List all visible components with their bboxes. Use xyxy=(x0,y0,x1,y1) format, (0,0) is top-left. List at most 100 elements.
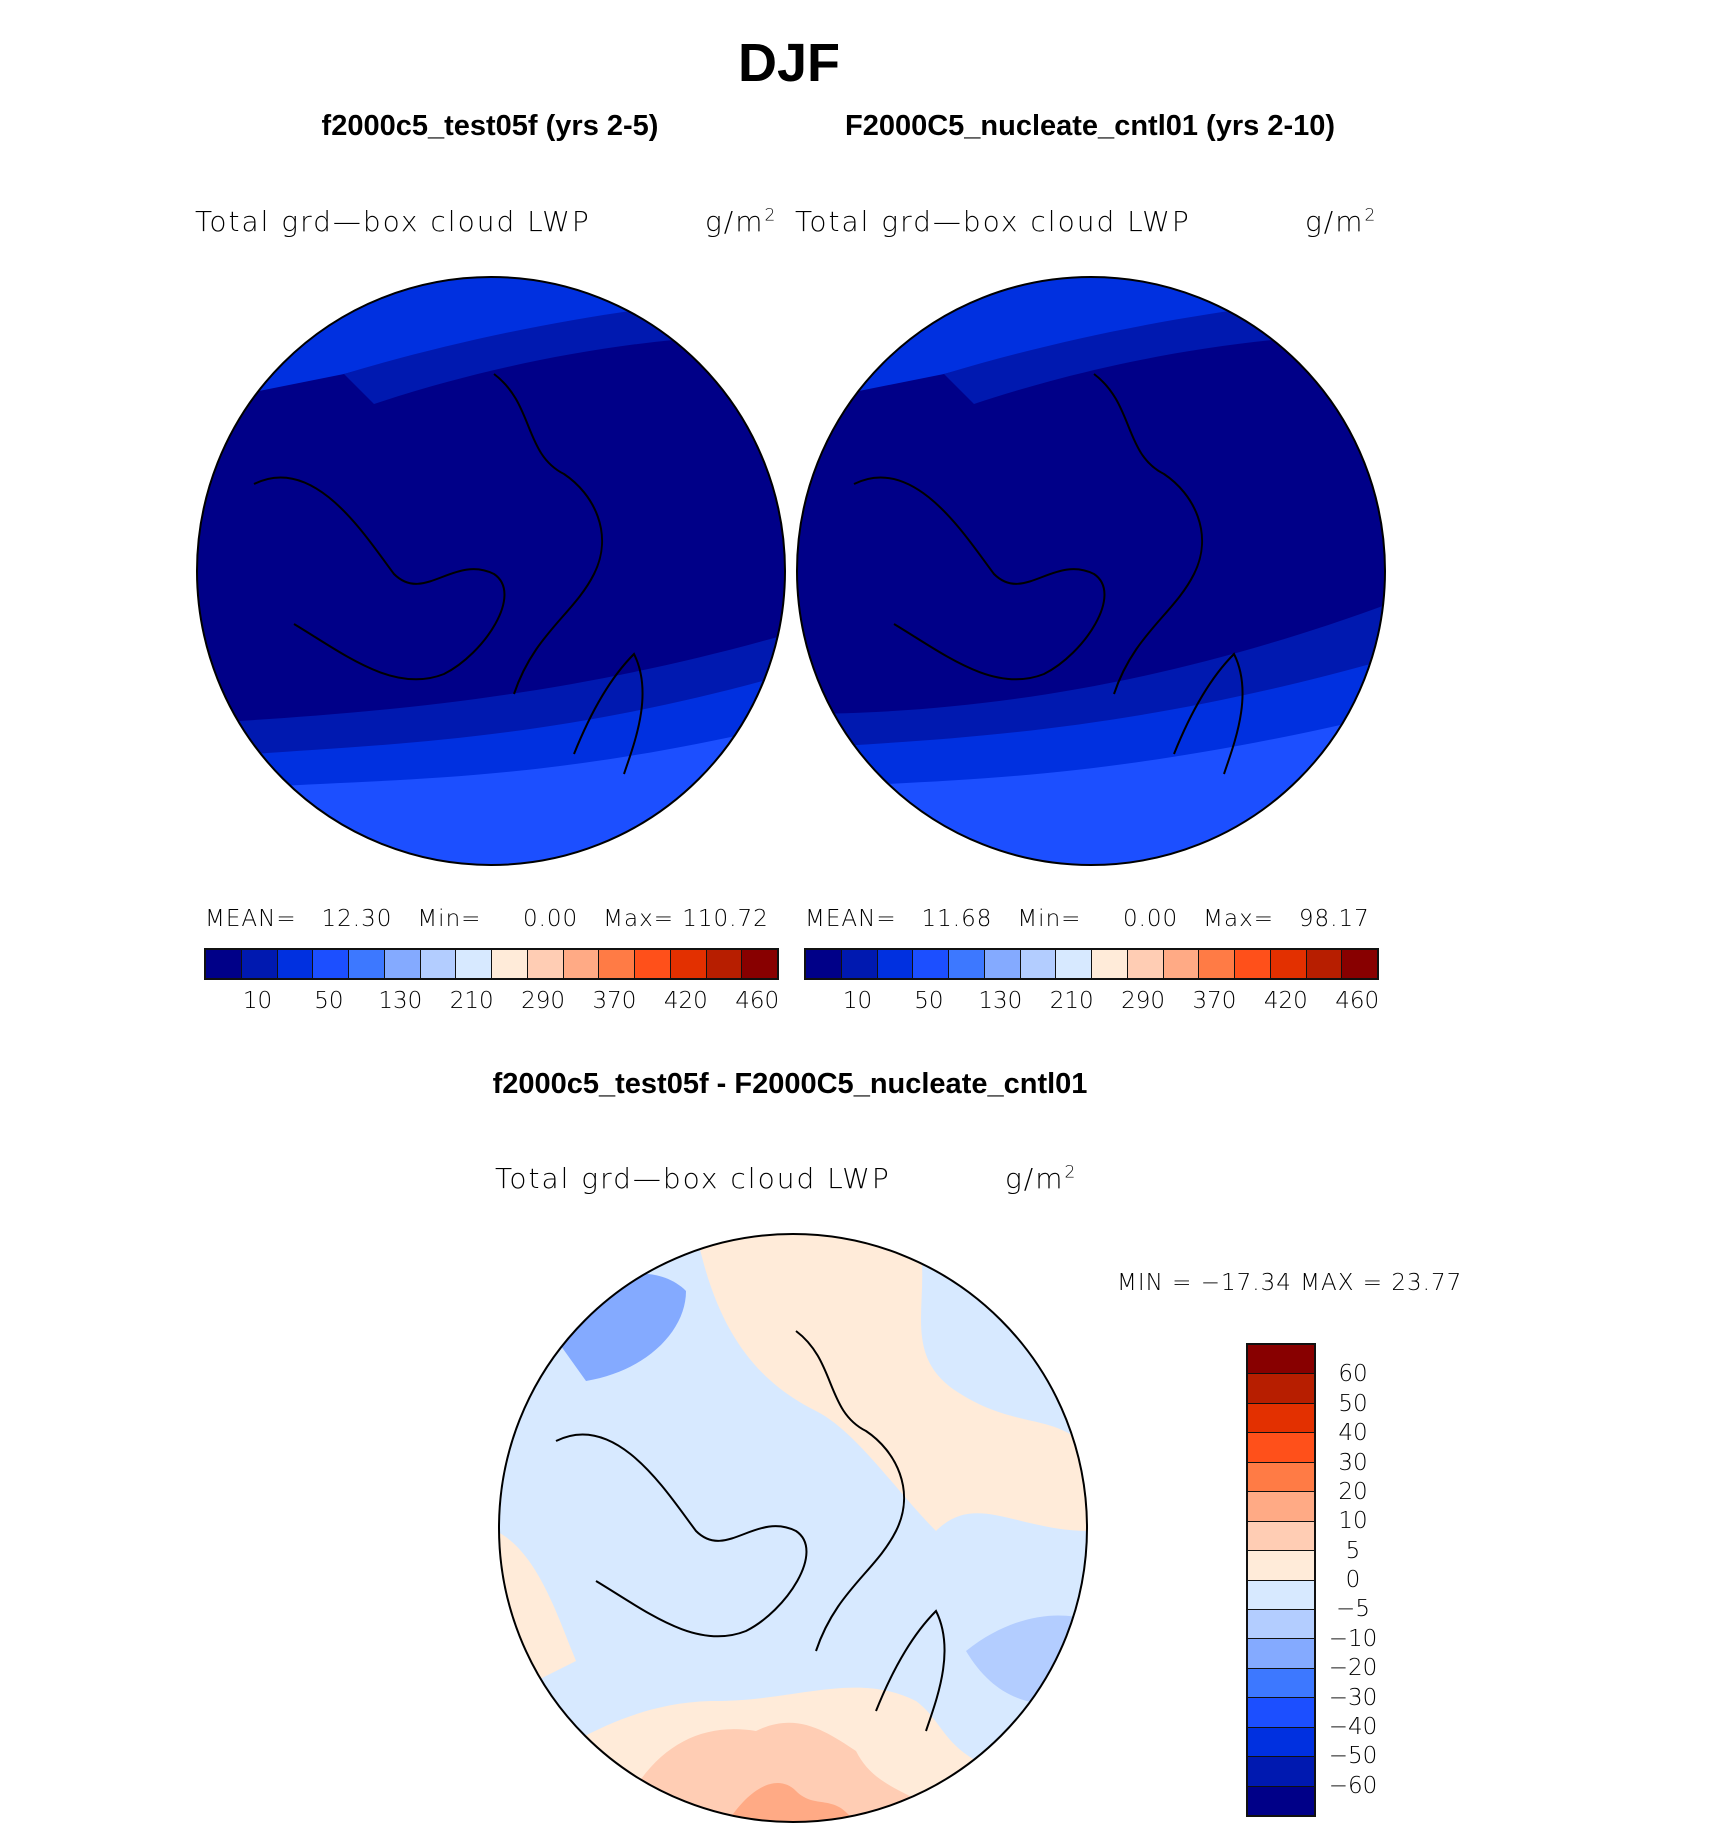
panel-3-subtitle: f2000c5_test05f - F2000C5_nucleate_cntl0… xyxy=(492,1068,1088,1100)
panel-2-stats: MEAN= 11.68 Min= 0.00 Max= 98.17 xyxy=(805,906,1370,932)
colorbar-box xyxy=(1092,950,1128,978)
colorbar-tick-label: 420 xyxy=(663,988,708,1014)
colorbar-box xyxy=(277,950,314,978)
colorbar-box xyxy=(1056,950,1092,978)
colorbar-box xyxy=(913,950,949,978)
colorbar-box xyxy=(456,950,492,978)
colorbar-tick-label: −50 xyxy=(1328,1743,1378,1770)
colorbar-tick-label: 420 xyxy=(1263,988,1308,1014)
colorbar-tick-label: −10 xyxy=(1328,1625,1378,1652)
colorbar-box xyxy=(1248,1433,1314,1463)
colorbar-box xyxy=(1248,1521,1314,1552)
colorbar-box xyxy=(806,950,842,978)
colorbar-tick-label: 370 xyxy=(1192,988,1237,1014)
colorbar-box xyxy=(349,950,385,978)
panel-2-units: g/m2 xyxy=(1305,205,1378,238)
colorbar-box xyxy=(635,950,671,978)
colorbar-tick-label: 0 xyxy=(1345,1567,1361,1593)
colorbar-box xyxy=(877,950,914,978)
panel-3-field: Total grd—box cloud LWP xyxy=(495,1162,891,1195)
colorbar-box xyxy=(1248,1551,1314,1581)
colorbar-box xyxy=(1248,1786,1314,1815)
colorbar-tick-label: 10 xyxy=(842,988,873,1014)
panel-2-colorbar xyxy=(804,948,1379,980)
colorbar-box xyxy=(1020,950,1057,978)
colorbar-box xyxy=(1235,950,1271,978)
colorbar-box xyxy=(742,950,777,978)
colorbar-tick-label: 30 xyxy=(1338,1449,1368,1476)
colorbar-tick-label: −20 xyxy=(1328,1655,1378,1682)
colorbar-box xyxy=(984,950,1021,978)
colorbar-box xyxy=(1248,1757,1314,1787)
map-border xyxy=(498,1233,1088,1823)
panel-2-map xyxy=(796,276,1386,866)
colorbar-box xyxy=(599,950,635,978)
colorbar-tick-label: −40 xyxy=(1328,1713,1378,1740)
panel-1-colorbar xyxy=(204,948,779,980)
colorbar-tick-label: 50 xyxy=(314,988,344,1014)
colorbar-box xyxy=(949,950,985,978)
panel-2-subtitle: F2000C5_nucleate_cntl01 (yrs 2-10) xyxy=(844,110,1336,142)
colorbar-box xyxy=(670,950,707,978)
colorbar-box xyxy=(492,950,528,978)
coastlines xyxy=(853,373,1244,775)
colorbar-tick-label: 130 xyxy=(978,988,1023,1014)
colorbar-tick-label: 460 xyxy=(735,988,780,1014)
panel-3-stats: MIN = −17.34 MAX = 23.77 xyxy=(1117,1270,1463,1296)
map-fill-5-10 xyxy=(616,1722,956,1822)
colorbar-box xyxy=(1163,950,1200,978)
colorbar-tick-label: −5 xyxy=(1336,1596,1370,1623)
colorbar-box xyxy=(1199,950,1235,978)
map-fill-10-20 xyxy=(726,1783,856,1822)
colorbar-box xyxy=(1248,1580,1314,1610)
colorbar-box xyxy=(1270,950,1307,978)
coastlines xyxy=(555,1330,946,1732)
colorbar-box xyxy=(1248,1609,1314,1640)
colorbar-box xyxy=(1248,1698,1314,1728)
colorbar-box xyxy=(527,950,564,978)
colorbar-tick-label: 20 xyxy=(1338,1478,1368,1505)
colorbar-tick-label: 10 xyxy=(1338,1508,1368,1535)
panel-1-units: g/m2 xyxy=(705,205,778,238)
map-border xyxy=(796,276,1386,866)
colorbar-tick-label: 5 xyxy=(1345,1537,1361,1564)
colorbar-box xyxy=(313,950,349,978)
colorbar-tick-label: 290 xyxy=(1121,988,1165,1014)
colorbar-box xyxy=(706,950,743,978)
colorbar-box xyxy=(1248,1492,1314,1522)
colorbar-tick-label: 10 xyxy=(242,988,273,1014)
panel-3-colorbar xyxy=(1246,1343,1316,1817)
colorbar-tick-label: 370 xyxy=(592,988,637,1014)
panel-3-map xyxy=(498,1233,1088,1823)
panel-1-subtitle: f2000c5_test05f (yrs 2-5) xyxy=(321,110,659,142)
colorbar-box xyxy=(1127,950,1164,978)
colorbar-tick-label: 210 xyxy=(1049,988,1094,1014)
colorbar-box xyxy=(563,950,600,978)
colorbar-box xyxy=(1248,1403,1314,1434)
colorbar-box xyxy=(1248,1374,1314,1404)
colorbar-box xyxy=(1342,950,1377,978)
map-border xyxy=(196,276,786,866)
colorbar-box xyxy=(420,950,457,978)
panel-3-units: g/m2 xyxy=(1005,1162,1078,1195)
colorbar-box xyxy=(1248,1727,1314,1758)
colorbar-tick-label: 50 xyxy=(914,988,944,1014)
panel-1-field: Total grd—box cloud LWP xyxy=(195,205,591,238)
colorbar-box xyxy=(1248,1345,1314,1375)
colorbar-box xyxy=(241,950,278,978)
figure-title: DJF xyxy=(738,33,841,93)
colorbar-box xyxy=(206,950,242,978)
colorbar-tick-label: 290 xyxy=(521,988,565,1014)
colorbar-box xyxy=(1306,950,1343,978)
colorbar-box xyxy=(1248,1668,1314,1699)
colorbar-tick-label: 50 xyxy=(1338,1390,1368,1417)
panel-1-map xyxy=(196,276,786,866)
colorbar-box xyxy=(1248,1639,1314,1669)
map-fill-0-5 xyxy=(696,1234,1087,1531)
colorbar-box xyxy=(841,950,878,978)
colorbar-tick-label: 130 xyxy=(378,988,423,1014)
colorbar-tick-label: 40 xyxy=(1338,1420,1368,1447)
coastlines xyxy=(253,373,644,775)
colorbar-box xyxy=(1248,1462,1314,1493)
